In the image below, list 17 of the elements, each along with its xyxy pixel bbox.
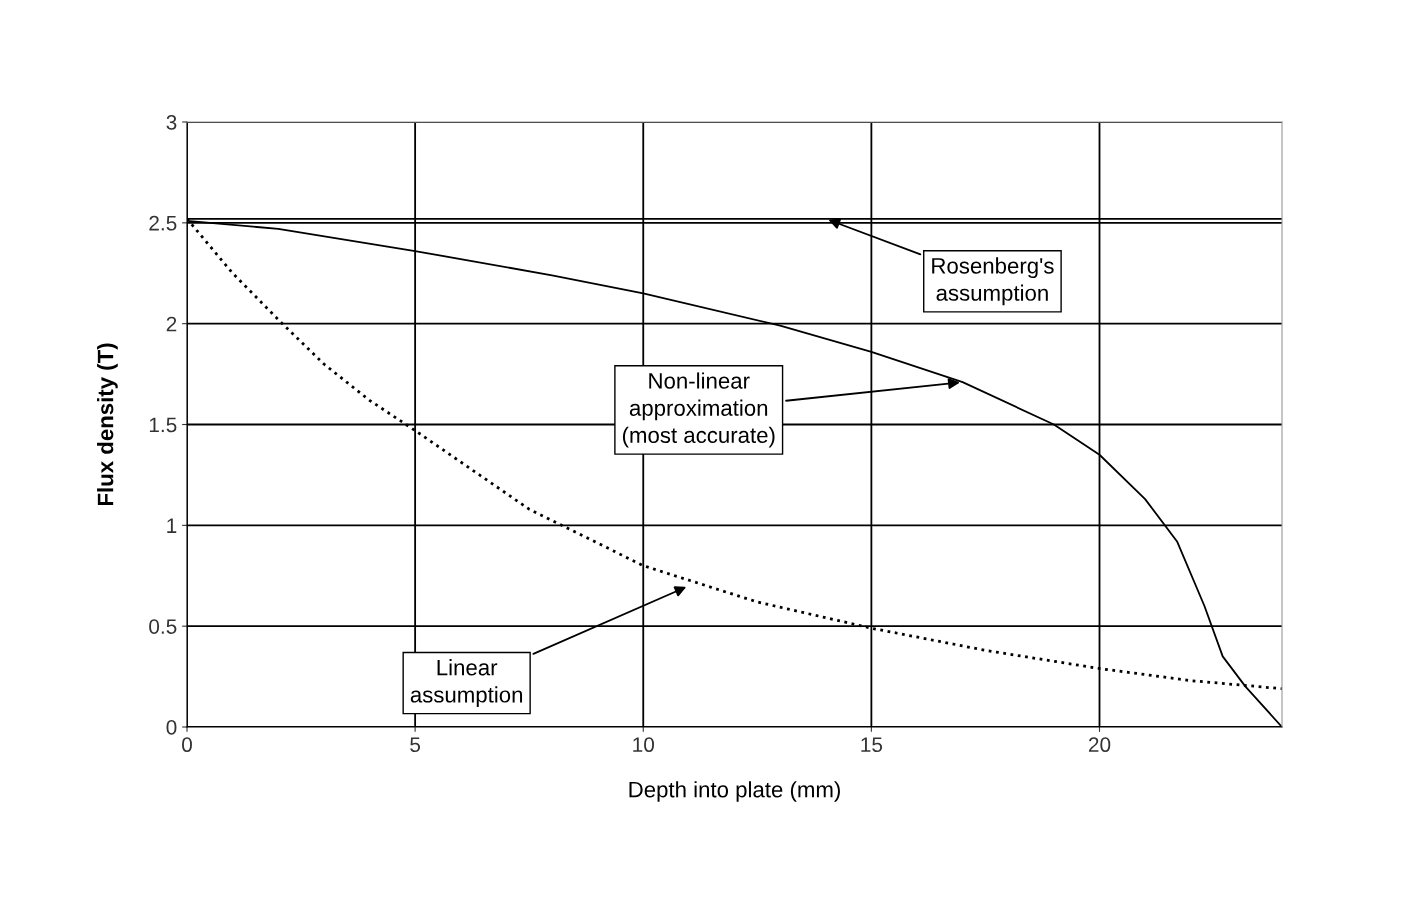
y-axis-title: Flux density (T) — [97, 343, 118, 506]
y-tick-label: 2 — [166, 316, 177, 332]
x-tick-label: 10 — [633, 737, 655, 753]
y-tick-label: 0.5 — [149, 619, 177, 634]
x-axis-title: Depth into plate (mm) — [629, 781, 840, 802]
y-tick-label: 1.5 — [149, 417, 177, 433]
x-tick-label: 20 — [1088, 737, 1111, 753]
x-tick-label: 5 — [410, 737, 421, 753]
annotation: Non-linear approximation (most accurate) — [622, 372, 775, 448]
y-tick-label: 2.5 — [149, 215, 177, 231]
y-tick-label: 3 — [166, 115, 177, 130]
y-tick-label: 0 — [166, 720, 177, 735]
annotation: Rosenberg's assumption — [932, 257, 1054, 306]
y-tick-label: 1 — [167, 518, 177, 533]
x-tick-label: 15 — [861, 737, 883, 753]
x-tick-label: 0 — [182, 737, 192, 753]
annotation: Linear assumption — [410, 659, 523, 707]
